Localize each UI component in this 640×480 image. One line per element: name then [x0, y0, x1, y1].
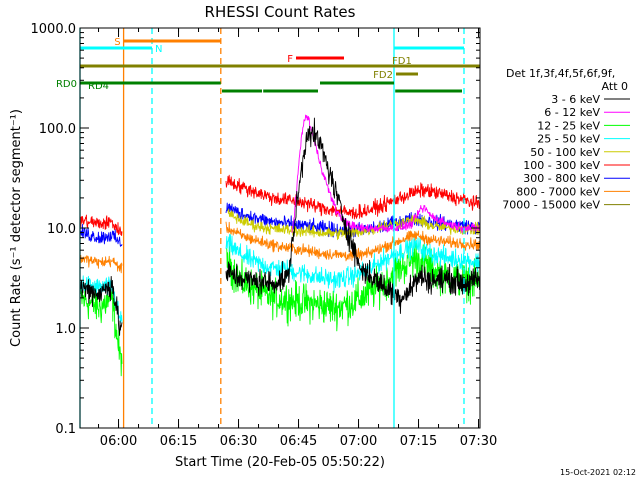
flag-label: FD2: [373, 70, 393, 81]
series-line: [227, 208, 481, 241]
flag-label: FD1: [392, 56, 412, 67]
legend-entry: 300 - 800 keV: [523, 172, 630, 185]
flag-bar-f: F: [287, 54, 344, 65]
legend-entry: 800 - 7000 keV: [516, 185, 630, 198]
legend-header-2: Att 0: [602, 80, 628, 93]
y-tick-label: 1000.0: [31, 22, 77, 37]
flag-bar-rd0: RD0: [56, 79, 394, 90]
flag-bar-rd4: RD4: [88, 81, 462, 93]
x-tick-label: 07:30: [460, 434, 497, 449]
x-axis-label: Start Time (20-Feb-05 05:50:22): [175, 455, 385, 470]
series-50-100keV: [227, 208, 481, 241]
series-line: [79, 276, 123, 336]
y-axis-label: Count Rate (s⁻¹ detector segment⁻¹): [9, 109, 24, 347]
y-tick-label: 10.0: [47, 222, 76, 237]
series-line: [291, 114, 481, 234]
legend-header-1: Det 1f,3f,4f,5f,6f,9f,: [506, 67, 615, 80]
legend-entry: 100 - 300 keV: [523, 159, 630, 172]
series-line: [225, 174, 481, 220]
legend-label: 6 - 12 keV: [544, 106, 600, 119]
legend-label: 100 - 300 keV: [523, 159, 600, 172]
series-3-6keV: [79, 117, 481, 336]
legend-label: 25 - 50 keV: [537, 133, 600, 146]
series-line: [225, 233, 481, 293]
x-tick-label: 06:30: [220, 434, 257, 449]
series-line: [225, 221, 481, 262]
flag-bar-n: N: [80, 44, 464, 55]
legend-label: 800 - 7000 keV: [516, 185, 600, 198]
legend-entry: 6 - 12 keV: [544, 106, 630, 119]
x-tick-label: 06:45: [280, 434, 317, 449]
legend-entry: 50 - 100 keV: [530, 146, 630, 159]
x-tick-label: 06:15: [160, 434, 197, 449]
legend-entry: 7000 - 15000 keV: [502, 199, 630, 212]
y-tick-label: 100.0: [39, 122, 76, 137]
legend-entry: 12 - 25 keV: [537, 119, 630, 132]
series-6-12keV: [291, 114, 481, 234]
y-tick-label: 1.0: [55, 322, 76, 337]
flag-label: N: [155, 44, 162, 55]
series-line: [79, 214, 123, 237]
series-line: [225, 242, 481, 332]
legend-entry: 3 - 6 keV: [551, 93, 630, 106]
chart-title: RHESSI Count Rates: [205, 3, 356, 21]
legend-entry: 25 - 50 keV: [537, 133, 630, 146]
legend-label: 7000 - 15000 keV: [502, 199, 600, 212]
flag-label: F: [287, 54, 293, 65]
flag-bar-fd2: FD2: [373, 70, 418, 81]
y-tick-label: 0.1: [55, 422, 76, 437]
legend: Det 1f,3f,4f,5f,6f,9f, Att 0 3 - 6 keV6 …: [502, 67, 630, 212]
flag-bar-fd1: FD1: [80, 56, 480, 68]
flag-bar-s: S: [114, 37, 221, 48]
legend-label: 50 - 100 keV: [530, 146, 600, 159]
legend-label: 3 - 6 keV: [551, 93, 600, 106]
footer-date: 15-Oct-2021 02:12: [560, 468, 636, 477]
x-tick-label: 07:00: [340, 434, 377, 449]
series-line: [225, 117, 481, 314]
series-800-7000keV: [79, 221, 481, 274]
x-tick-label: 07:15: [400, 434, 437, 449]
series-line: [79, 223, 123, 247]
axes: 1000.0 100.0 10.0 1.0 0.1 06:00 06:15 06:30 06:4…: [31, 22, 498, 449]
series-line: [79, 282, 123, 377]
legend-label: 300 - 800 keV: [523, 172, 600, 185]
legend-label: 12 - 25 keV: [537, 119, 600, 132]
series-12-25keV: [79, 242, 481, 377]
flag-label: RD0: [56, 79, 77, 90]
series-line: [79, 254, 123, 274]
x-tick-label: 06:00: [100, 434, 137, 449]
flag-label: RD4: [88, 81, 109, 92]
flag-label: S: [114, 37, 120, 48]
series-100-300keV: [79, 174, 481, 237]
